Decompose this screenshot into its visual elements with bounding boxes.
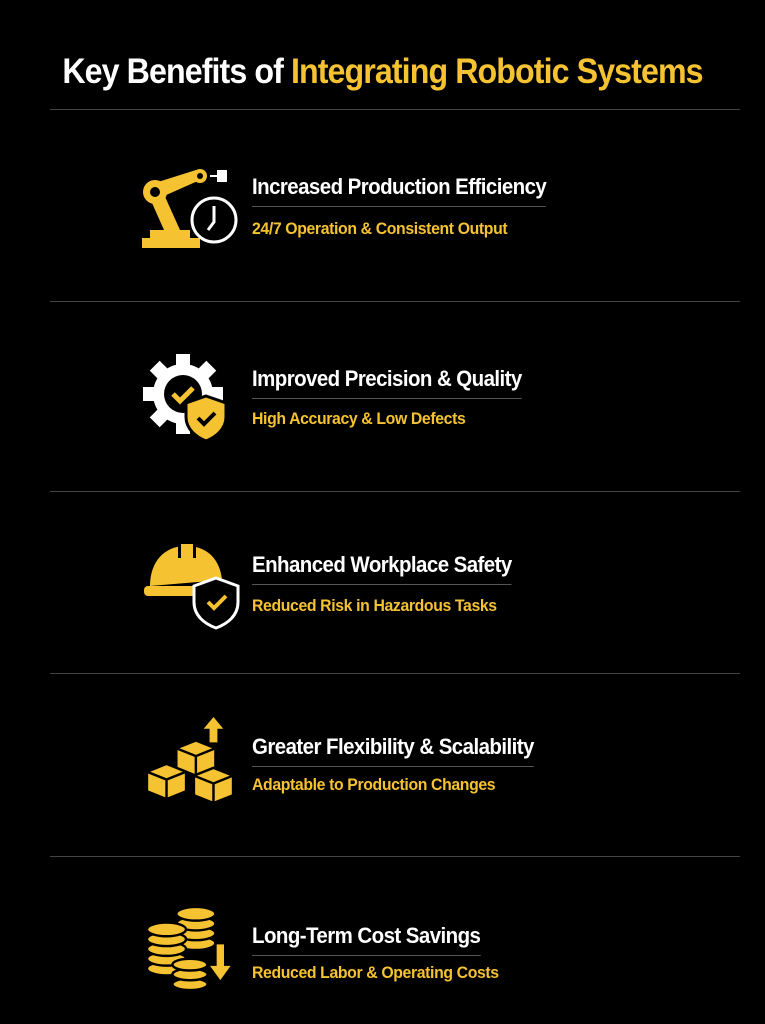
benefit-heading: Long-Term Cost Savings <box>252 923 481 956</box>
benefit-heading: Improved Precision & Quality <box>252 366 522 399</box>
benefit-heading: Greater Flexibility & Scalability <box>252 734 534 767</box>
benefit-subheading: High Accuracy & Low Defects <box>252 409 466 428</box>
robot-arm-clock-icon <box>142 169 238 248</box>
divider <box>50 673 740 674</box>
benefit-subheading: Reduced Risk in Hazardous Tasks <box>252 596 497 615</box>
benefit-subheading: 24/7 Operation & Consistent Output <box>252 219 508 238</box>
benefit-subheading: Adaptable to Production Changes <box>252 775 496 794</box>
divider <box>50 491 740 492</box>
benefit-subheading: Reduced Labor & Operating Costs <box>252 963 499 982</box>
gear-shield-check-icon <box>143 354 228 442</box>
coins-arrow-down-icon <box>145 905 236 992</box>
divider <box>50 856 740 857</box>
benefit-heading: Enhanced Workplace Safety <box>252 552 512 585</box>
divider <box>50 109 740 110</box>
hardhat-shield-check-icon <box>144 542 240 630</box>
boxes-arrow-up-icon <box>145 716 235 805</box>
divider <box>50 301 740 302</box>
title-white: Key Benefits of <box>62 52 291 91</box>
benefit-heading: Increased Production Efficiency <box>252 174 547 207</box>
page-title: Key Benefits of Integrating Robotic Syst… <box>31 52 735 92</box>
title-highlight: Integrating Robotic Systems <box>290 52 704 91</box>
